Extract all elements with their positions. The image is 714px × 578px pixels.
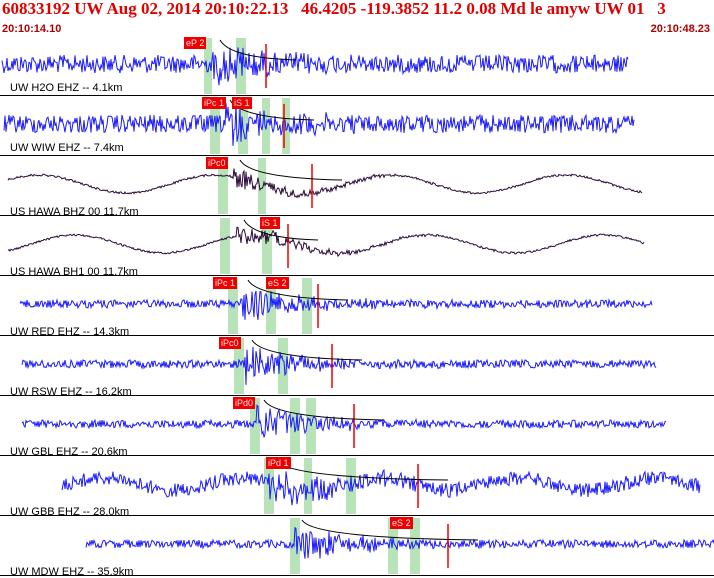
station-label: UW MDW EHZ -- 35.9km bbox=[10, 566, 134, 578]
waveform-trace bbox=[7, 168, 643, 199]
pick-window bbox=[220, 218, 230, 274]
coda-curve bbox=[243, 219, 319, 241]
pick-window bbox=[210, 98, 220, 154]
event-header: 60833192 UW Aug 02, 2014 20:10:22.13 46.… bbox=[0, 0, 714, 36]
pick-window bbox=[250, 398, 260, 454]
waveform-trace bbox=[21, 346, 657, 385]
phase-pick-tag[interactable]: iS 1 bbox=[232, 97, 252, 109]
waveform-trace bbox=[1, 47, 629, 86]
coda-curve bbox=[239, 159, 343, 181]
waveform-trace bbox=[85, 526, 714, 559]
coda-curve bbox=[219, 39, 297, 61]
phase-pick-tag[interactable]: iPd 1 bbox=[266, 457, 291, 469]
pick-window bbox=[204, 38, 212, 94]
waveform-trace bbox=[61, 468, 701, 506]
pick-window bbox=[346, 458, 356, 514]
pick-window bbox=[304, 458, 312, 514]
pick-window bbox=[262, 218, 272, 274]
pick-window bbox=[290, 398, 300, 454]
station-label: UW GBB EHZ -- 28.0km bbox=[10, 506, 130, 518]
waveform-trace bbox=[19, 290, 653, 320]
seismogram-panel: UW H2O EHZ -- 4.1km eP 2 UW WIW EHZ -- 7.4… bbox=[0, 36, 714, 578]
pick-window bbox=[266, 278, 276, 334]
phase-pick-tag[interactable]: iPc 1 bbox=[202, 97, 227, 109]
coda-curve bbox=[263, 399, 385, 421]
pick-window bbox=[236, 38, 246, 94]
pick-window bbox=[218, 158, 228, 214]
pick-window bbox=[410, 518, 420, 574]
phase-pick-tag[interactable]: iPc 1 bbox=[213, 277, 238, 289]
station-label: UW H2O EHZ -- 4.1km bbox=[10, 82, 123, 94]
end-time: 20:10:48.23 bbox=[650, 23, 710, 35]
start-time: 20:10:14.10 bbox=[2, 23, 62, 35]
station-label: UW GBL EHZ -- 20.6km bbox=[10, 446, 128, 458]
phase-pick-tag[interactable]: eS 2 bbox=[266, 277, 289, 289]
station-label: UW RED EHZ -- 14.3km bbox=[10, 326, 130, 338]
coda-curve bbox=[301, 519, 479, 541]
waveform-trace bbox=[7, 226, 645, 258]
coda-curve bbox=[251, 339, 363, 361]
seismogram-canvas[interactable] bbox=[0, 36, 714, 578]
waveform-trace bbox=[3, 102, 635, 146]
pick-window bbox=[388, 518, 398, 574]
phase-pick-tag[interactable]: eS 2 bbox=[390, 517, 413, 529]
waveform-trace bbox=[21, 404, 667, 438]
pick-window bbox=[278, 338, 288, 394]
event-title: 60833192 UW Aug 02, 2014 20:10:22.13 46.… bbox=[2, 0, 666, 18]
phase-pick-tag[interactable]: iPc0 bbox=[206, 157, 228, 169]
station-label: US HAWA BH1 00 11.7km bbox=[10, 266, 138, 278]
phase-pick-tag[interactable]: eP 2 bbox=[184, 37, 207, 49]
phase-pick-tag[interactable]: iPd0 bbox=[233, 397, 256, 409]
pick-window bbox=[290, 518, 300, 574]
pick-window bbox=[258, 158, 266, 214]
pick-window bbox=[228, 278, 238, 334]
station-label: US HAWA BHZ 00 11.7km bbox=[10, 206, 139, 218]
pick-window bbox=[234, 338, 244, 394]
coda-curve bbox=[275, 459, 449, 481]
phase-pick-tag[interactable]: iPc0 bbox=[219, 337, 241, 349]
phase-pick-tag[interactable]: iS 1 bbox=[260, 217, 280, 229]
coda-curve bbox=[247, 279, 349, 301]
station-label: UW RSW EHZ -- 16.2km bbox=[10, 386, 132, 398]
station-label: UW WIW EHZ -- 7.4km bbox=[10, 142, 124, 154]
